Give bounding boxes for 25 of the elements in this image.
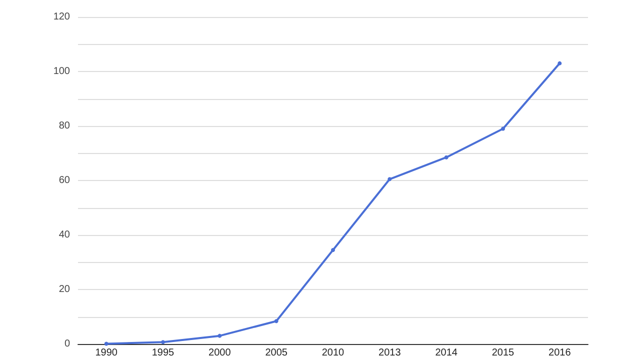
point [331,248,335,252]
x-tick-label: 1990 [95,348,118,358]
point [274,319,278,324]
y-tick-label: 40 [58,230,70,240]
point [161,340,165,344]
point [444,155,448,160]
point [104,342,108,346]
y-tick-label: 60 [58,175,70,186]
y-tick-label: 0 [64,338,70,350]
x-tick-label: 2013 [378,348,402,358]
x-tick-label: 1995 [152,348,175,358]
point [558,61,562,66]
x-tick-label: 2015 [492,348,515,358]
x-tick-label: 2005 [265,348,288,358]
x-tick-label: 2014 [435,348,458,358]
y-tick-label: 80 [58,120,70,132]
y-tick-label: 100 [53,66,70,77]
point [501,126,505,131]
x-tick-label: 2010 [322,348,345,358]
y-tick-label: 20 [58,284,70,295]
y-tick-label: 120 [53,12,70,22]
x-tick-label: 2000 [208,348,232,358]
point [388,177,392,182]
x-tick-label: 2016 [548,348,572,358]
point [218,334,222,338]
